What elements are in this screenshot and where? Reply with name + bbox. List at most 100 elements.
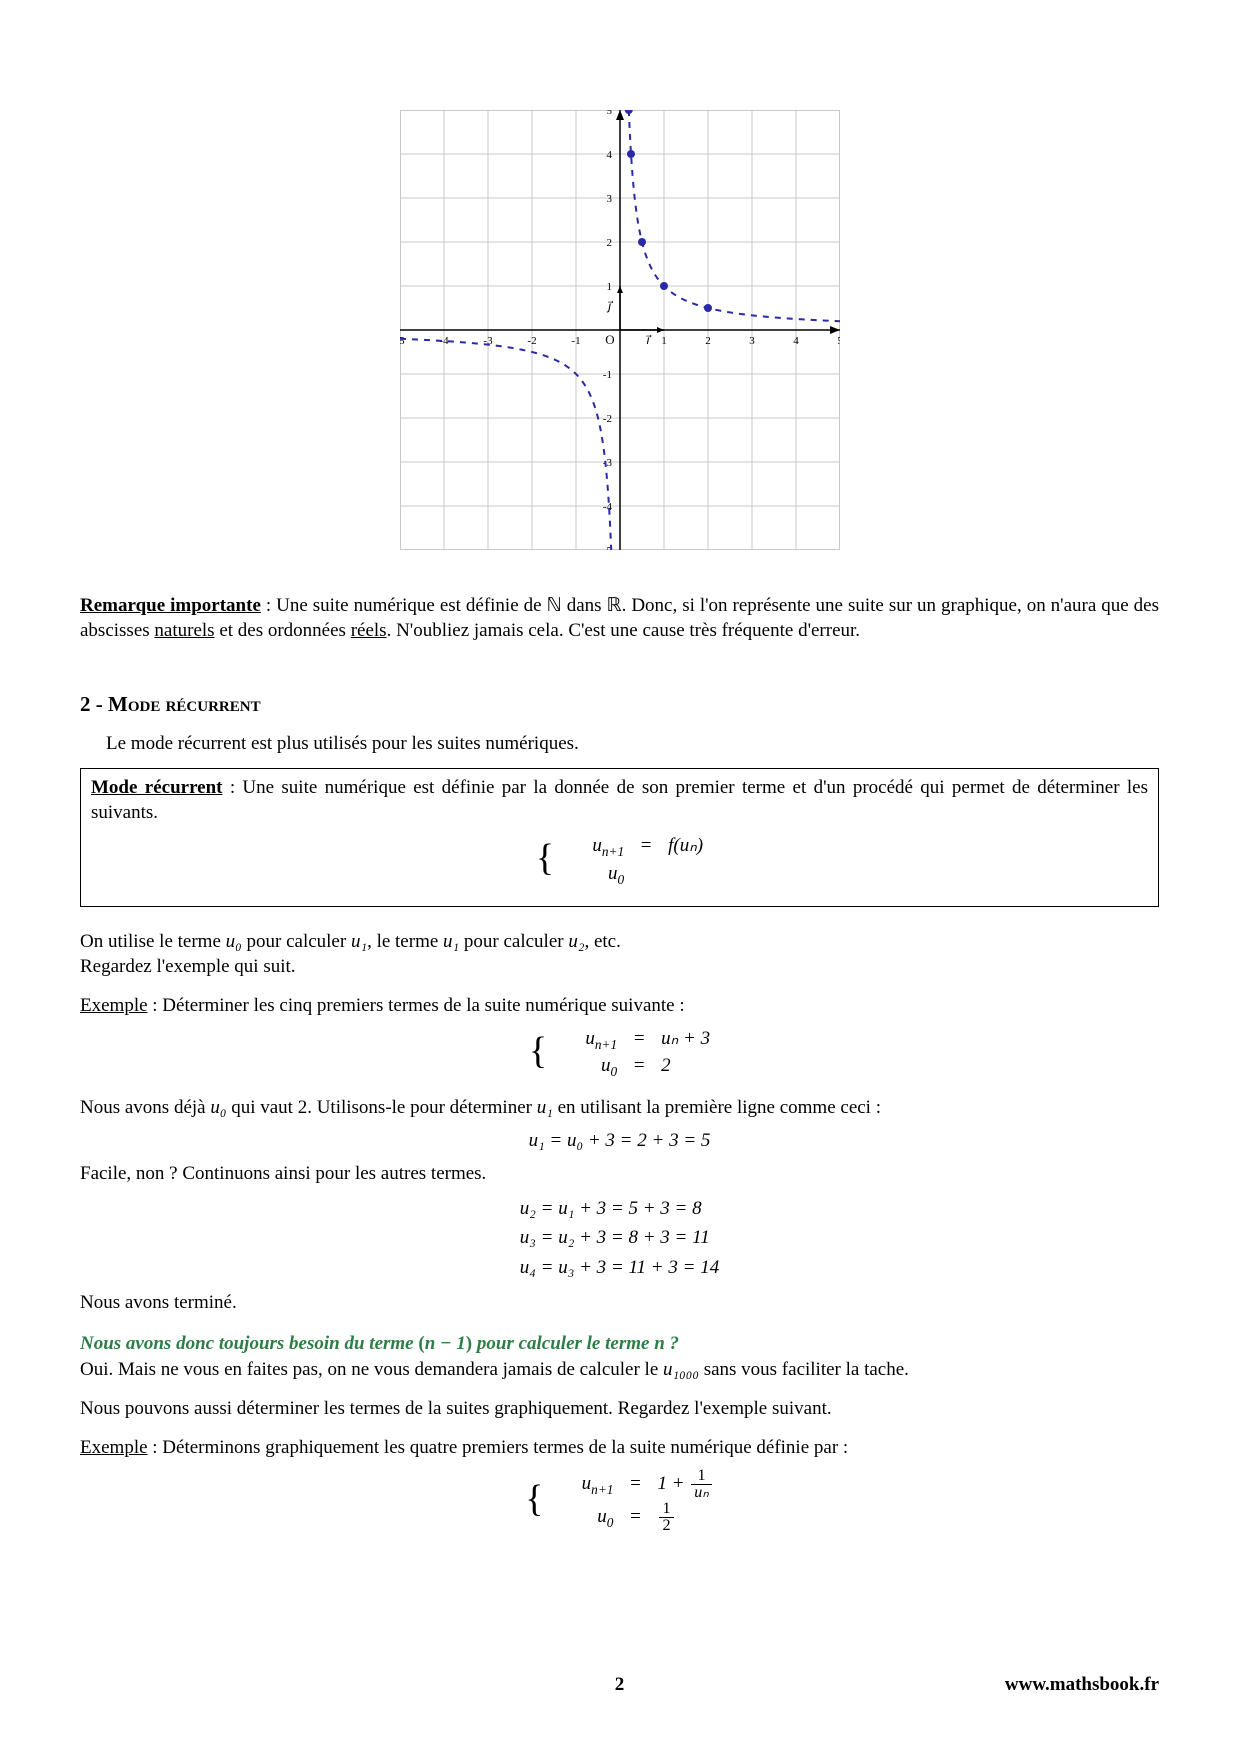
intro-line: Le mode récurrent est plus utilisés pour… [80,731,1159,756]
u2: u₂ [568,931,584,952]
sub: 0 [607,1515,614,1530]
rhs-pre: 1 + [657,1473,689,1494]
sub: n+1 [595,1037,617,1052]
text: et des ordonnées [215,620,351,641]
example1-formula: { un+1 = uₙ + 3 u0 = 2 [80,1026,1159,1081]
text: dans [562,595,607,616]
defbox-text: : Une suite numérique est définie par la… [91,777,1148,823]
text: ? [665,1333,679,1354]
answer-line: Oui. Mais ne vous en faites pas, on ne v… [80,1357,1159,1382]
site-url: www.mathsbook.fr [1005,1674,1159,1696]
svg-text:-4: -4 [602,501,612,513]
text: pour calculer [459,931,568,952]
text: qui vaut 2. Utilisons-le pour déterminer [226,1097,536,1118]
definition-box: Mode récurrent : Une suite numérique est… [80,768,1159,907]
defbox-formula: { un+1 = f(uₙ) u0 [91,833,1148,888]
equation: u₄ = u₃ + 3 = 11 + 3 = 14 [520,1257,719,1278]
calc-u1: u₁ = u₀ + 3 = 2 + 3 = 5 [80,1128,1159,1153]
text: . N'oubliez jamais cela. C'est une cause… [387,620,860,641]
equation: u₂ = u₁ + 3 = 5 + 3 = 8 [520,1198,702,1219]
example-label: Exemple [80,1437,148,1458]
n: n [654,1333,665,1354]
var-u: u [585,1028,595,1049]
svg-text:-2: -2 [602,413,611,425]
section-name: Mode récurrent [108,692,261,716]
eq: = [631,1026,647,1051]
denominator: 2 [659,1518,673,1534]
page-footer: 2 www.mathsbook.fr [0,1674,1239,1696]
svg-text:-1: -1 [571,335,580,347]
sub: 0 [611,1064,618,1079]
text: Oui. Mais ne vous en faites pas, on ne v… [80,1359,663,1380]
eq-sign: = [638,833,654,858]
eq: = [627,1504,643,1529]
equation: u₃ = u₂ + 3 = 8 + 3 = 11 [520,1227,710,1248]
text: en utilisant la première ligne comme cec… [553,1097,881,1118]
text: Regardez l'exemple qui suit. [80,956,296,977]
text: : Déterminons graphiquement les quatre p… [148,1437,849,1458]
text: : Une suite numérique est définie de [261,595,547,616]
paragraph-terms: On utilise le terme u₀ pour calculer u₁,… [80,929,1159,979]
defbox-label: Mode récurrent [91,777,222,798]
svg-text:-2: -2 [527,335,536,347]
f-1-over-x-plot: -5-4-3-2-112345-5-4-3-2-112345Oi⃗j⃗ [400,110,840,550]
paragraph-easy: Facile, non ? Continuons ainsi pour les … [80,1161,1159,1186]
rhs: f(uₙ) [668,833,703,858]
fraction: 1uₙ [691,1468,712,1501]
example2-intro: Exemple : Déterminons graphiquement les … [80,1435,1159,1460]
section-title: 2 - Mode récurrent [80,691,1159,719]
example1-intro: Exemple : Déterminer les cinq premiers t… [80,993,1159,1018]
sub: n+1 [591,1482,613,1497]
calc-block-u2-u4: u₂ = u₁ + 3 = 5 + 3 = 8 u₃ = u₂ + 3 = 8 … [80,1194,1159,1282]
svg-text:4: 4 [793,335,799,347]
text: , etc. [584,931,620,952]
svg-text:5: 5 [837,335,840,347]
underline-reels: réels [351,620,387,641]
eq: = [627,1471,643,1496]
u1: u₁ [443,931,459,952]
u0: u₀ [210,1097,226,1118]
svg-text:-1: -1 [602,369,611,381]
underline-naturels: naturels [154,620,214,641]
denominator: uₙ [691,1485,712,1501]
var-u: u [597,1506,607,1527]
remark-label: Remarque importante [80,595,261,616]
u0: u₀ [226,931,242,952]
svg-text:3: 3 [749,335,755,347]
example2-formula: { un+1 = 1 + 1uₙ u0 = 12 [80,1468,1159,1535]
left-brace-icon: { [529,1036,547,1066]
var-u: u [592,835,602,856]
numerator: 1 [691,1468,712,1485]
svg-text:1: 1 [606,281,612,293]
N-symbol: ℕ [547,595,562,616]
svg-text:-5: -5 [400,335,405,347]
svg-text:O: O [605,332,614,347]
svg-text:2: 2 [606,237,612,249]
rhs: 2 [661,1053,671,1078]
text: On utilise le terme [80,931,226,952]
rhs: uₙ + 3 [661,1026,710,1051]
R-symbol: ℝ [607,595,622,616]
paragraph-done: Nous avons terminé. [80,1290,1159,1315]
text: pour calculer [242,931,351,952]
svg-text:5: 5 [606,110,612,117]
question-line: Nous avons donc toujours besoin du terme… [80,1331,1159,1356]
equation: u₁ = u₀ + 3 = 2 + 3 = 5 [529,1130,711,1151]
section-number: 2 - [80,692,108,716]
var-u: u [582,1473,592,1494]
paragraph-u0-worth-2: Nous avons déjà u₀ qui vaut 2. Utilisons… [80,1095,1159,1120]
numerator: 1 [659,1501,673,1518]
remark-paragraph: Remarque importante : Une suite numériqu… [80,593,1159,643]
sub-0: 0 [617,871,624,886]
left-brace-icon: { [525,1484,543,1514]
svg-text:3: 3 [606,193,612,205]
svg-text:1: 1 [661,335,667,347]
page: -5-4-3-2-112345-5-4-3-2-112345Oi⃗j⃗ Rema… [0,0,1239,1602]
eq: = [631,1053,647,1078]
left-brace-icon: { [536,843,554,873]
n-minus-1: n − 1 [425,1333,466,1354]
text: Nous avons déjà [80,1097,210,1118]
svg-text:4: 4 [606,149,612,161]
sub-n1: n+1 [602,844,624,859]
u1: u₁ [537,1097,553,1118]
